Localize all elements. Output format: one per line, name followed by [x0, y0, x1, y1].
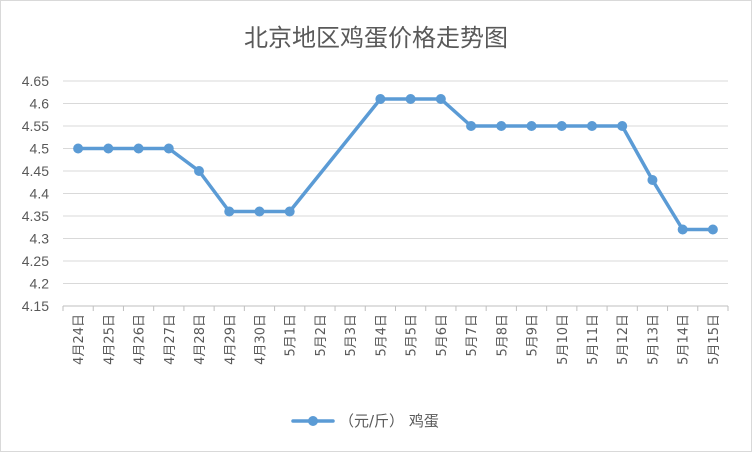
data-point: [284, 206, 295, 217]
x-tick-label: 4月28日: [193, 314, 208, 365]
x-axis-ticks: 4月24日 4月25日 4月26日 4月27日 4月28日 4月29日 4月30日 5月1日 5…: [72, 314, 722, 365]
data-point: [617, 121, 628, 131]
y-tick-label: 4.45: [22, 163, 49, 179]
data-point: [224, 206, 235, 217]
y-tick-label: 4.25: [22, 253, 49, 269]
x-tick-label: 5月7日: [465, 314, 480, 357]
data-point: [647, 175, 658, 185]
data-point: [435, 94, 446, 104]
y-tick-label: 4.3: [30, 231, 50, 247]
data-point: [526, 121, 537, 131]
series-layer: [73, 94, 718, 235]
x-tick-label: 5月5日: [405, 314, 420, 357]
data-point: [73, 143, 84, 154]
y-tick-label: 4.65: [22, 73, 49, 89]
y-tick-label: 4.4: [30, 186, 50, 202]
x-tick-label: 5月4日: [374, 314, 389, 357]
x-tick-label: 5月9日: [526, 314, 541, 357]
data-point: [556, 121, 567, 131]
x-tick-label: 5月13日: [646, 314, 661, 365]
y-axis-ticks: 4.15 4.2 4.25 4.3 4.35 4.4 4.45 4.5 4.55 4.6 4.65: [22, 73, 49, 314]
data-point: [677, 224, 688, 235]
x-tick-label: 5月15日: [707, 314, 722, 365]
data-point: [375, 94, 386, 104]
data-point: [496, 121, 507, 131]
data-point: [133, 143, 144, 154]
series-line: [76, 97, 715, 232]
x-tick-label: 5月3日: [344, 314, 359, 357]
data-point: [163, 143, 174, 154]
x-tick-label: 5月11日: [586, 314, 601, 365]
data-point: [405, 94, 416, 104]
data-point: [194, 166, 205, 176]
data-point: [466, 121, 477, 131]
x-tick-label: 5月10日: [556, 314, 571, 365]
x-tick-label: 5月2日: [314, 314, 329, 357]
data-point: [254, 206, 265, 217]
legend: （元/斤） 鸡蛋: [291, 412, 439, 430]
x-tick-label: 5月6日: [435, 314, 450, 357]
x-tick-label: 5月1日: [284, 314, 299, 357]
x-tick-label: 4月29日: [223, 314, 238, 365]
y-tick-label: 4.35: [22, 208, 49, 224]
legend-point-marker: [308, 416, 318, 426]
x-tick-label: 5月14日: [677, 314, 692, 365]
legend-label: （元/斤） 鸡蛋: [339, 412, 439, 430]
data-point: [103, 143, 114, 154]
x-tick-label: 4月24日: [72, 314, 87, 365]
x-tick-label: 4月27日: [163, 314, 178, 365]
x-tick-label: 4月30日: [253, 314, 268, 365]
data-point: [707, 224, 718, 235]
y-tick-label: 4.5: [30, 141, 50, 157]
x-tick-label: 5月12日: [616, 314, 631, 365]
y-tick-label: 4.15: [22, 298, 49, 314]
data-point: [586, 121, 597, 131]
y-tick-label: 4.55: [22, 118, 49, 134]
y-tick-label: 4.6: [30, 96, 50, 112]
chart-title: 北京地区鸡蛋价格走势图: [244, 24, 508, 52]
x-tick-label: 5月8日: [495, 314, 510, 357]
grid-lines: [62, 80, 729, 311]
y-tick-label: 4.2: [30, 276, 50, 292]
x-tick-label: 4月25日: [102, 314, 117, 365]
x-tick-label: 4月26日: [133, 314, 148, 365]
